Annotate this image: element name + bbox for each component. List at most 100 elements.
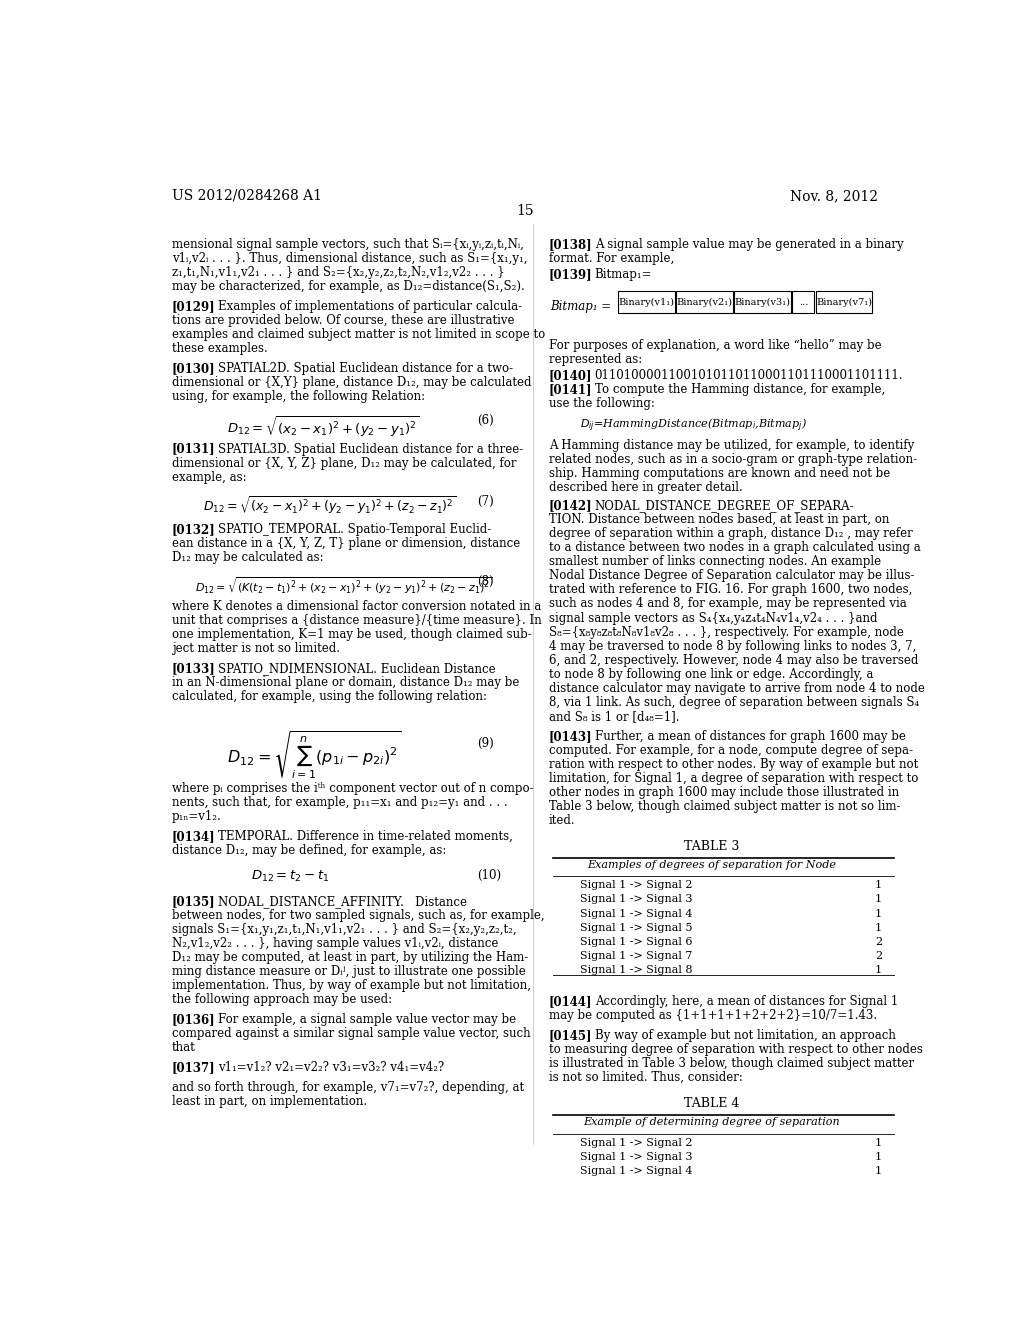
Text: [0130]: [0130] [172,362,215,375]
Text: where pᵢ comprises the iᵗʰ component vector out of n compo-: where pᵢ comprises the iᵗʰ component vec… [172,781,534,795]
Text: [0131]: [0131] [172,442,215,455]
Text: p₁ₙ=v1₂.: p₁ₙ=v1₂. [172,810,221,824]
Text: 1: 1 [874,1138,882,1147]
Text: limitation, for Signal 1, a degree of separation with respect to: limitation, for Signal 1, a degree of se… [549,772,918,785]
Text: v1ᵢ,v2ᵢ . . . }. Thus, dimensional distance, such as S₁={x₁,y₁,: v1ᵢ,v2ᵢ . . . }. Thus, dimensional dista… [172,252,527,265]
Text: Bitmap₁ =: Bitmap₁ = [550,300,611,313]
Text: $D_{12}=\sqrt{(x_2-x_1)^2+(y_2-y_1)^2+(z_2-z_1)^2}$: $D_{12}=\sqrt{(x_2-x_1)^2+(y_2-y_1)^2+(z… [204,495,457,517]
Text: ...: ... [799,297,808,306]
Text: To compute the Hamming distance, for example,: To compute the Hamming distance, for exa… [595,383,885,396]
Text: Examples of implementations of particular calcula-: Examples of implementations of particula… [218,300,522,313]
Text: SPATIAL2D. Spatial Euclidean distance for a two-: SPATIAL2D. Spatial Euclidean distance fo… [218,362,513,375]
Text: Signal 1 -> Signal 2: Signal 1 -> Signal 2 [581,1138,693,1147]
Text: 1: 1 [874,895,882,904]
Text: TABLE 3: TABLE 3 [684,841,739,853]
Text: US 2012/0284268 A1: US 2012/0284268 A1 [172,189,322,203]
Text: Example of determining degree of separation: Example of determining degree of separat… [583,1118,840,1127]
Text: dimensional or {X,Y} plane, distance D₁₂, may be calculated: dimensional or {X,Y} plane, distance D₁₂… [172,376,531,389]
Text: SPATIAL3D. Spatial Euclidean distance for a three-: SPATIAL3D. Spatial Euclidean distance fo… [218,442,523,455]
Text: 1: 1 [874,880,882,891]
Text: 15: 15 [516,205,534,218]
Text: use the following:: use the following: [549,397,654,409]
Text: 1: 1 [874,1166,882,1176]
Text: D₁₂ may be calculated as:: D₁₂ may be calculated as: [172,552,324,564]
Text: v1₁=v1₂? v2₁=v2₂? v3₁=v3₂? v4₁=v4₂?: v1₁=v1₂? v2₁=v2₂? v3₁=v3₂? v4₁=v4₂? [218,1061,444,1074]
Text: D₁₂ may be computed, at least in part, by utilizing the Ham-: D₁₂ may be computed, at least in part, b… [172,950,528,964]
Text: NODAL_DISTANCE_AFFINITY.   Distance: NODAL_DISTANCE_AFFINITY. Distance [218,895,467,908]
Text: Nodal Distance Degree of Separation calculator may be illus-: Nodal Distance Degree of Separation calc… [549,569,914,582]
Bar [618,290,675,313]
Text: [0129]: [0129] [172,300,215,313]
Text: Signal 1 -> Signal 6: Signal 1 -> Signal 6 [581,937,693,946]
Text: [0138]: [0138] [549,238,592,251]
Text: least in part, on implementation.: least in part, on implementation. [172,1096,367,1109]
Text: represented as:: represented as: [549,352,642,366]
Text: smallest number of links connecting nodes. An example: smallest number of links connecting node… [549,556,881,569]
Text: For purposes of explanation, a word like “hello” may be: For purposes of explanation, a word like… [549,339,882,351]
Text: [0142]: [0142] [549,499,592,512]
Text: between nodes, for two sampled signals, such as, for example,: between nodes, for two sampled signals, … [172,908,545,921]
Text: $D_{12}=\sqrt{(K(t_2-t_1)^2+(x_2-x_1)^2+(y_2-y_1)^2+(z_2-z_1)^2}$: $D_{12}=\sqrt{(K(t_2-t_1)^2+(x_2-x_1)^2+… [196,576,493,595]
Text: [0143]: [0143] [549,730,592,743]
Text: Binary(v7₁): Binary(v7₁) [816,297,872,306]
Text: unit that comprises a {distance measure}/{time measure}. In: unit that comprises a {distance measure}… [172,614,542,627]
Text: and S₈ is 1 or [d₄₈=1].: and S₈ is 1 or [d₄₈=1]. [549,710,679,722]
Text: 6, and 2, respectively. However, node 4 may also be traversed: 6, and 2, respectively. However, node 4 … [549,653,918,667]
Bar [734,290,791,313]
Text: to a distance between two nodes in a graph calculated using a: to a distance between two nodes in a gra… [549,541,921,554]
Text: 2: 2 [874,950,882,961]
Text: degree of separation within a graph, distance D₁₂ , may refer: degree of separation within a graph, dis… [549,528,912,540]
Text: Binary(v2₁): Binary(v2₁) [677,297,732,306]
Text: [0145]: [0145] [549,1030,592,1041]
Text: Binary(v1₁): Binary(v1₁) [618,297,675,306]
Text: nents, such that, for example, p₁₁=x₁ and p₁₂=y₁ and . . .: nents, such that, for example, p₁₁=x₁ an… [172,796,507,809]
Text: examples and claimed subject matter is not limited in scope to: examples and claimed subject matter is n… [172,327,545,341]
Text: Table 3 below, though claimed subject matter is not so lim-: Table 3 below, though claimed subject ma… [549,800,900,813]
Bar [793,290,814,313]
Text: Examples of degrees of separation for Node: Examples of degrees of separation for No… [587,861,836,870]
Text: [0140]: [0140] [549,368,592,381]
Text: Bitmap₁=: Bitmap₁= [595,268,652,281]
Text: implementation. Thus, by way of example but not limitation,: implementation. Thus, by way of example … [172,979,530,991]
Text: [0141]: [0141] [549,383,592,396]
Text: 1: 1 [874,908,882,919]
Text: Further, a mean of distances for graph 1600 may be: Further, a mean of distances for graph 1… [595,730,905,743]
Text: [0136]: [0136] [172,1012,215,1026]
Text: By way of example but not limitation, an approach: By way of example but not limitation, an… [595,1030,896,1041]
Text: in an N-dimensional plane or domain, distance D₁₂ may be: in an N-dimensional plane or domain, dis… [172,676,519,689]
Text: N₂,v1₂,v2₂ . . . }, having sample values v1ᵢ,v2ᵢ, distance: N₂,v1₂,v2₂ . . . }, having sample values… [172,937,498,950]
Text: distance D₁₂, may be defined, for example, as:: distance D₁₂, may be defined, for exampl… [172,845,446,857]
Text: TION. Distance between nodes based, at least in part, on: TION. Distance between nodes based, at l… [549,513,889,527]
Text: the following approach may be used:: the following approach may be used: [172,993,392,1006]
Text: Signal 1 -> Signal 3: Signal 1 -> Signal 3 [581,1151,693,1162]
Text: 8, via 1 link. As such, degree of separation between signals S₄: 8, via 1 link. As such, degree of separa… [549,696,919,709]
Text: and so forth through, for example, v7₁=v7₂?, depending, at: and so forth through, for example, v7₁=v… [172,1081,523,1094]
Text: to node 8 by following one link or edge. Accordingly, a: to node 8 by following one link or edge.… [549,668,873,681]
Text: calculated, for example, using the following relation:: calculated, for example, using the follo… [172,690,486,702]
Text: TEMPORAL. Difference in time-related moments,: TEMPORAL. Difference in time-related mom… [218,830,513,843]
Text: format. For example,: format. For example, [549,252,674,265]
Text: Accordingly, here, a mean of distances for Signal 1: Accordingly, here, a mean of distances f… [595,995,898,1008]
Text: A Hamming distance may be utilized, for example, to identify: A Hamming distance may be utilized, for … [549,440,913,453]
Text: [0134]: [0134] [172,830,215,843]
Text: 2: 2 [874,937,882,946]
Text: may be computed as {1+1+1+1+2+2+2}=10/7=1.43.: may be computed as {1+1+1+1+2+2+2}=10/7=… [549,1008,877,1022]
Text: Binary(v3₁): Binary(v3₁) [734,297,791,306]
Text: For example, a signal sample value vector may be: For example, a signal sample value vecto… [218,1012,516,1026]
Bar [677,290,733,313]
Text: where K denotes a dimensional factor conversion notated in a: where K denotes a dimensional factor con… [172,599,541,612]
Text: 01101000011001010110110001101110001101111.: 0110100001100101011011000110111000110111… [595,368,903,381]
Text: 1: 1 [874,965,882,974]
Text: these examples.: these examples. [172,342,267,355]
Text: [0132]: [0132] [172,523,215,536]
Text: distance calculator may navigate to arrive from node 4 to node: distance calculator may navigate to arri… [549,681,925,694]
Text: ject matter is not so limited.: ject matter is not so limited. [172,642,340,655]
Text: computed. For example, for a node, compute degree of sepa-: computed. For example, for a node, compu… [549,744,912,756]
Text: [0144]: [0144] [549,995,592,1008]
Text: other nodes in graph 1600 may include those illustrated in: other nodes in graph 1600 may include th… [549,785,899,799]
Text: example, as:: example, as: [172,471,247,483]
Text: Signal 1 -> Signal 8: Signal 1 -> Signal 8 [581,965,693,974]
Text: SPATIO_NDIMENSIONAL. Euclidean Distance: SPATIO_NDIMENSIONAL. Euclidean Distance [218,661,496,675]
Text: signal sample vectors as S₄{x₄,y₄z₄t₄N₄v1₄,v2₄ . . . }and: signal sample vectors as S₄{x₄,y₄z₄t₄N₄v… [549,611,878,624]
Text: (8): (8) [477,576,494,589]
